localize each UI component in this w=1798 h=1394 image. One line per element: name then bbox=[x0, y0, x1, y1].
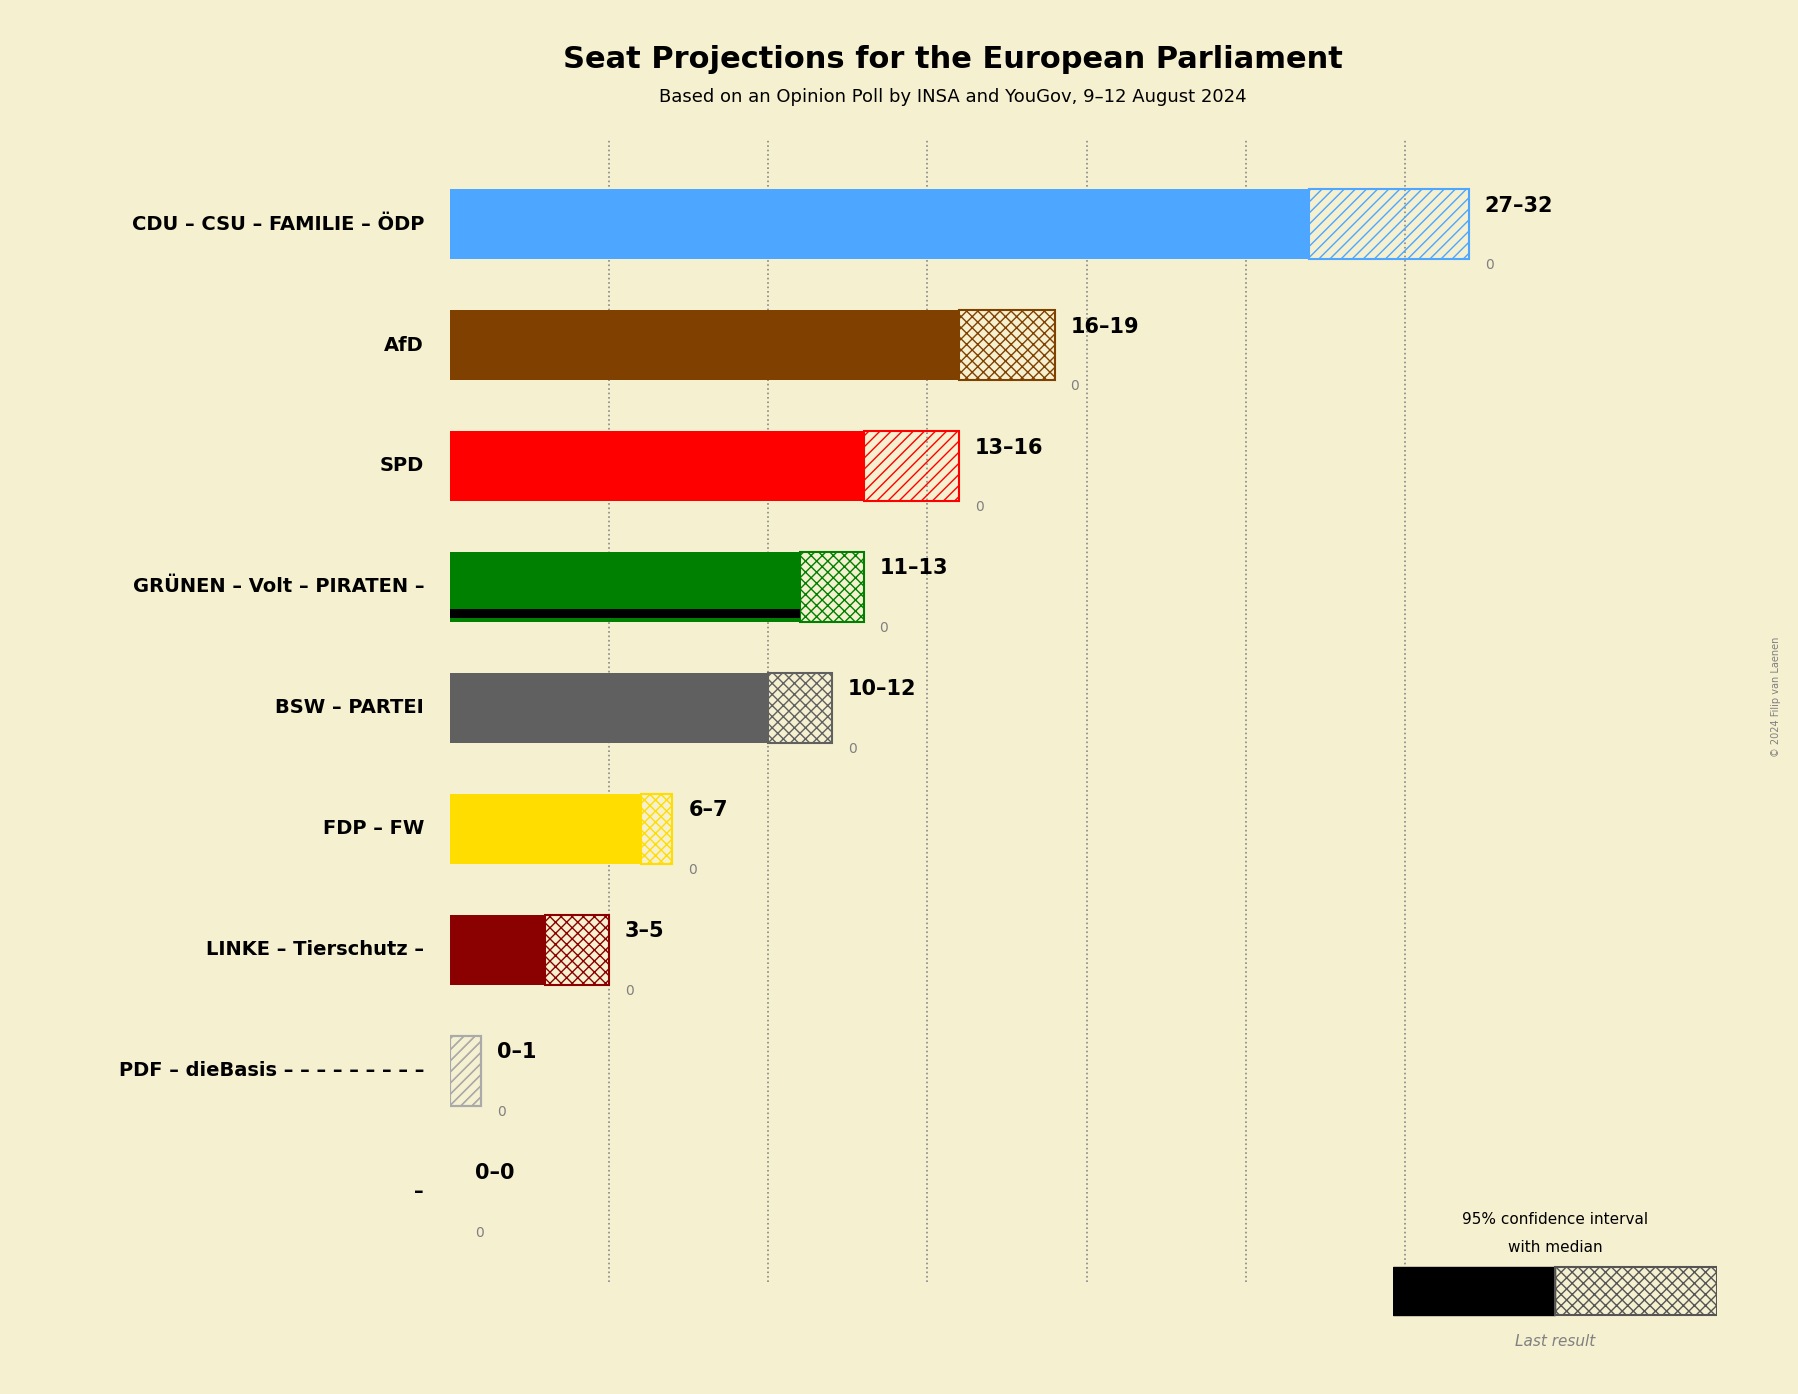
Text: 0–1: 0–1 bbox=[498, 1043, 538, 1062]
Bar bbox=[450, 190, 1309, 259]
Bar bbox=[450, 309, 958, 381]
Text: 13–16: 13–16 bbox=[975, 438, 1043, 457]
Text: –: – bbox=[414, 1182, 424, 1202]
Bar bbox=[450, 431, 863, 500]
Text: Last result: Last result bbox=[1516, 1334, 1595, 1349]
Bar bbox=[450, 1036, 482, 1105]
Bar bbox=[1555, 1267, 1717, 1315]
Text: Seat Projections for the European Parliament: Seat Projections for the European Parlia… bbox=[563, 45, 1343, 74]
Text: 0–0: 0–0 bbox=[475, 1163, 514, 1184]
Text: 0: 0 bbox=[1485, 258, 1494, 272]
Text: 0: 0 bbox=[475, 1225, 484, 1239]
Text: 0: 0 bbox=[879, 620, 888, 634]
Bar bbox=[768, 673, 832, 743]
Bar bbox=[450, 793, 640, 864]
Text: © 2024 Filip van Laenen: © 2024 Filip van Laenen bbox=[1771, 637, 1782, 757]
Bar bbox=[450, 609, 800, 618]
Text: 6–7: 6–7 bbox=[689, 800, 728, 821]
Bar bbox=[800, 552, 863, 622]
Text: GRÜNEN – Volt – PIRATEN –: GRÜNEN – Volt – PIRATEN – bbox=[133, 577, 424, 597]
Text: 3–5: 3–5 bbox=[624, 921, 663, 941]
Text: PDF – dieBasis – – – – – – – – –: PDF – dieBasis – – – – – – – – – bbox=[119, 1061, 424, 1080]
Bar bbox=[450, 1036, 482, 1105]
Text: 11–13: 11–13 bbox=[879, 559, 948, 579]
Text: 27–32: 27–32 bbox=[1485, 195, 1553, 216]
Text: 0: 0 bbox=[624, 984, 633, 998]
Text: 10–12: 10–12 bbox=[847, 679, 917, 700]
Text: LINKE – Tierschutz –: LINKE – Tierschutz – bbox=[207, 941, 424, 959]
Text: Based on an Opinion Poll by INSA and YouGov, 9–12 August 2024: Based on an Opinion Poll by INSA and You… bbox=[660, 88, 1246, 106]
Text: CDU – CSU – FAMILIE – ÖDP: CDU – CSU – FAMILIE – ÖDP bbox=[131, 215, 424, 234]
Bar bbox=[863, 431, 958, 500]
Text: 0: 0 bbox=[1070, 379, 1079, 393]
Text: 16–19: 16–19 bbox=[1070, 316, 1140, 336]
Text: AfD: AfD bbox=[385, 336, 424, 354]
Bar bbox=[450, 673, 768, 743]
Bar bbox=[958, 309, 1055, 381]
Text: 0: 0 bbox=[689, 863, 698, 877]
Text: 0: 0 bbox=[498, 1104, 505, 1118]
Text: 0: 0 bbox=[847, 742, 856, 756]
Bar bbox=[640, 793, 672, 864]
Text: FDP – FW: FDP – FW bbox=[322, 820, 424, 838]
Bar bbox=[1309, 190, 1469, 259]
Bar bbox=[545, 914, 610, 986]
Text: 95% confidence interval: 95% confidence interval bbox=[1462, 1213, 1649, 1227]
Text: BSW – PARTEI: BSW – PARTEI bbox=[275, 698, 424, 718]
Text: SPD: SPD bbox=[379, 456, 424, 475]
Bar bbox=[1393, 1267, 1555, 1315]
Bar bbox=[450, 552, 800, 622]
Text: with median: with median bbox=[1509, 1241, 1602, 1255]
Bar bbox=[450, 914, 545, 986]
Text: 0: 0 bbox=[975, 500, 984, 514]
